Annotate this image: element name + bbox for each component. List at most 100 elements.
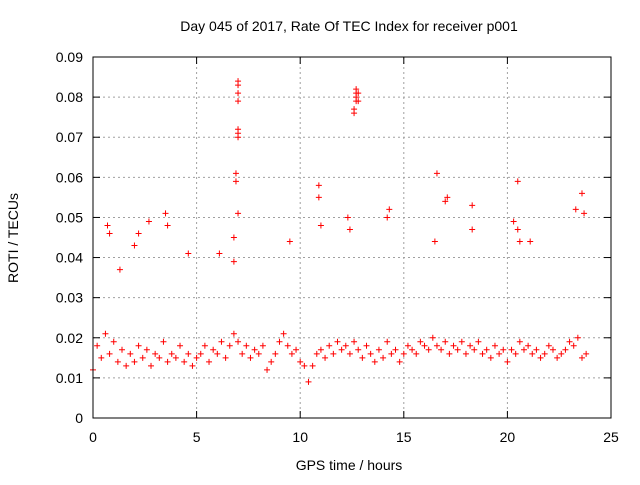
data-point [471, 346, 478, 353]
data-point [404, 342, 411, 349]
points-layer [90, 78, 590, 385]
data-point [326, 342, 333, 349]
x-tick-label: 5 [193, 429, 201, 445]
data-point [301, 362, 308, 369]
x-tick-label: 0 [89, 429, 97, 445]
data-point [479, 350, 486, 357]
data-point [315, 194, 322, 201]
y-tick-label: 0.08 [56, 89, 83, 105]
data-point [156, 354, 163, 361]
data-point [131, 358, 138, 365]
data-point [102, 330, 109, 337]
x-tick-label: 15 [396, 429, 412, 445]
data-point [230, 330, 237, 337]
data-point [516, 238, 523, 245]
data-point [462, 350, 469, 357]
data-point [135, 342, 142, 349]
data-point [235, 90, 242, 97]
y-tick-label: 0.04 [56, 250, 83, 266]
data-point [351, 338, 358, 345]
data-point [562, 346, 569, 353]
data-point [226, 342, 233, 349]
data-point [222, 354, 229, 361]
data-point [315, 182, 322, 189]
data-point [305, 378, 312, 385]
data-point [235, 210, 242, 217]
data-point [247, 354, 254, 361]
data-point [338, 346, 345, 353]
data-point [545, 342, 552, 349]
data-point [143, 346, 150, 353]
data-point [380, 354, 387, 361]
data-point [363, 342, 370, 349]
data-point [152, 350, 159, 357]
data-point [516, 338, 523, 345]
data-point [384, 338, 391, 345]
data-point [396, 358, 403, 365]
data-point [367, 350, 374, 357]
data-point [469, 202, 476, 209]
plot-frame [92, 56, 612, 419]
data-point [558, 350, 565, 357]
data-point [94, 342, 101, 349]
y-tick-label: 0.06 [56, 169, 83, 185]
data-point [342, 342, 349, 349]
data-point [185, 350, 192, 357]
data-point [276, 338, 283, 345]
data-point [235, 78, 242, 85]
data-point [251, 346, 258, 353]
data-point [164, 222, 171, 229]
data-point [417, 338, 424, 345]
data-point [232, 170, 239, 177]
data-point [425, 346, 432, 353]
data-point [264, 366, 271, 373]
data-point [317, 346, 324, 353]
data-point [454, 346, 461, 353]
data-point [508, 346, 515, 353]
data-point [355, 90, 362, 97]
data-point [193, 354, 200, 361]
y-tick-label: 0.07 [56, 129, 83, 145]
data-point [566, 338, 573, 345]
data-point [581, 210, 588, 217]
data-point [529, 350, 536, 357]
data-point [510, 218, 517, 225]
data-point [525, 342, 532, 349]
data-point [475, 338, 482, 345]
data-point [230, 258, 237, 265]
data-point [104, 222, 111, 229]
data-point [239, 350, 246, 357]
data-point [317, 222, 324, 229]
data-point [243, 342, 250, 349]
data-point [216, 250, 223, 257]
data-point [520, 346, 527, 353]
data-point [116, 266, 123, 273]
data-point [189, 362, 196, 369]
data-point [334, 338, 341, 345]
data-point [288, 350, 295, 357]
data-point [500, 346, 507, 353]
data-point [409, 346, 416, 353]
data-point [232, 178, 239, 185]
data-point [431, 238, 438, 245]
data-point [504, 358, 511, 365]
data-point [284, 342, 291, 349]
data-point [570, 342, 577, 349]
data-point [235, 338, 242, 345]
data-point [177, 342, 184, 349]
data-point [148, 362, 155, 369]
data-point [442, 198, 449, 205]
data-point [127, 350, 134, 357]
data-point [210, 346, 217, 353]
data-point [483, 346, 490, 353]
chart-title: Day 045 of 2017, Rate Of TEC Index for r… [180, 18, 518, 34]
y-tick-label: 0.02 [56, 330, 83, 346]
y-tick-label: 0.03 [56, 290, 83, 306]
data-point [123, 362, 130, 369]
grid-layer [93, 57, 611, 418]
y-tick-label: 0.09 [56, 49, 83, 65]
data-point [355, 98, 362, 105]
data-point [578, 190, 585, 197]
data-point [353, 86, 360, 93]
data-point [375, 346, 382, 353]
